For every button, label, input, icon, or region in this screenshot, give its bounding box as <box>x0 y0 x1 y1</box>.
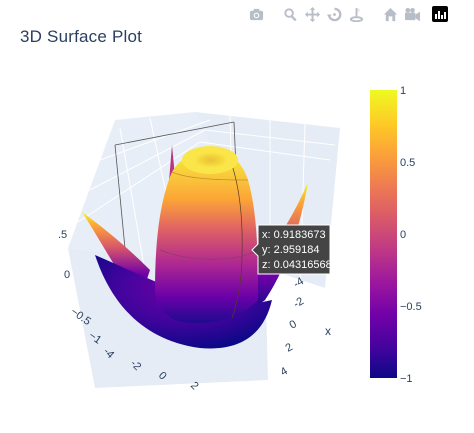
z-tick-label: 0 <box>64 269 70 281</box>
x-axis-title: x <box>325 324 331 338</box>
x-axis-ticks: -4 -2 0 2 4 x <box>279 275 332 378</box>
pan-icon[interactable] <box>302 4 322 24</box>
colorbar-gradient <box>370 90 397 378</box>
plotly-logo-icon[interactable] <box>432 6 448 22</box>
x-tick-label: -2 <box>292 295 306 310</box>
hover-tooltip: x: 0.9183673 y: 2.959184 z: 0.04316568 <box>251 224 332 275</box>
colorbar-tick-label: 1 <box>400 85 406 97</box>
modebar: z <box>246 4 448 24</box>
home-icon[interactable] <box>380 4 400 24</box>
colorbar-ticks: 1 0.5 0 −0.5 −1 <box>400 85 422 385</box>
colorbar-tick-label: 0 <box>400 229 406 241</box>
z-tick-label: .5 <box>58 229 67 241</box>
turntable-icon[interactable]: z <box>346 4 366 24</box>
colorbar-tick-label: −0.5 <box>400 301 422 313</box>
z-tick-label: −1 <box>86 330 103 347</box>
hover-y: y: 2.959184 <box>262 244 320 256</box>
zoom-icon[interactable] <box>280 4 300 24</box>
surface-dome-ring <box>159 249 256 260</box>
camera-view-icon[interactable] <box>402 4 422 24</box>
x-tick-label: 4 <box>279 365 290 378</box>
surface-dome[interactable] <box>155 150 258 324</box>
colorbar-tick-label: 0.5 <box>400 157 415 169</box>
chart-title: 3D Surface Plot <box>20 27 143 46</box>
colorbar: 1 0.5 0 −0.5 −1 <box>370 85 422 385</box>
surface-crater <box>194 152 228 168</box>
orbit-rotate-icon[interactable] <box>324 4 344 24</box>
surface-dome-line <box>231 164 243 319</box>
surface-dome-contour <box>171 171 249 181</box>
x-tick-label: 2 <box>284 341 295 354</box>
hover-z: z: 0.04316568 <box>262 259 332 271</box>
camera-icon[interactable] <box>246 4 266 24</box>
x-tick-label: 0 <box>288 318 299 331</box>
hover-x: x: 0.9183673 <box>262 229 326 241</box>
colorbar-tick-label: −1 <box>400 373 413 385</box>
svg-text:z: z <box>357 7 360 12</box>
